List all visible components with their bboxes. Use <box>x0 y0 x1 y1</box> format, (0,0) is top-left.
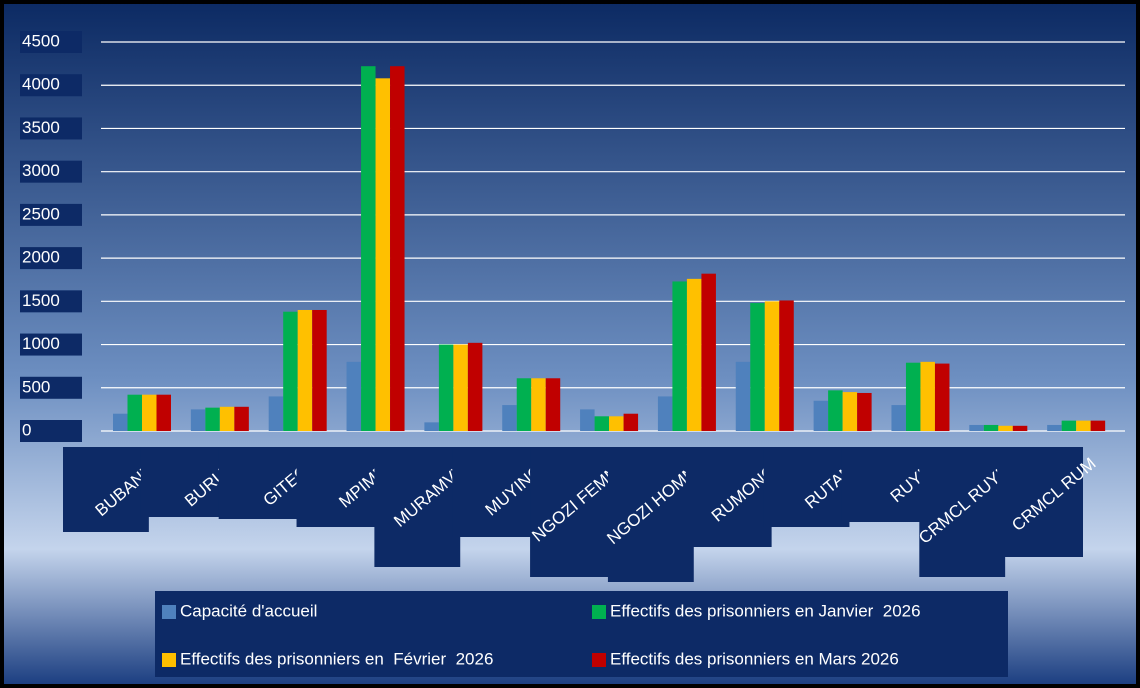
bar <box>779 300 794 431</box>
bar <box>142 394 157 431</box>
bar <box>623 413 639 431</box>
legend-box <box>155 591 1008 677</box>
bar <box>934 363 950 431</box>
bar <box>1047 424 1062 431</box>
bar <box>969 424 984 431</box>
y-tick-box <box>20 203 82 226</box>
y-tick-label: 0 <box>22 420 31 439</box>
y-tick-label: 2500 <box>22 204 60 223</box>
bar <box>998 425 1013 431</box>
bar <box>438 344 454 431</box>
bar <box>312 309 327 431</box>
bar <box>453 344 468 431</box>
bar <box>127 394 142 431</box>
y-tick-box <box>20 31 82 53</box>
legend-swatch <box>592 653 606 667</box>
bar <box>580 409 595 431</box>
x-label-box <box>530 447 616 577</box>
y-tick-box <box>20 290 82 313</box>
bar <box>268 396 284 431</box>
y-tick-label: 500 <box>22 377 50 396</box>
x-label-box <box>296 447 383 527</box>
legend-swatch <box>162 605 176 619</box>
bar <box>346 361 362 431</box>
bar <box>1061 420 1077 431</box>
bar <box>686 278 702 431</box>
bar <box>531 378 546 431</box>
legend-label: Capacité d'accueil <box>180 601 317 620</box>
bar <box>701 273 716 431</box>
y-tick-box <box>20 117 82 140</box>
bar <box>283 311 298 431</box>
y-tick-box <box>20 247 82 270</box>
y-tick-label: 4000 <box>22 75 60 94</box>
bar <box>750 303 765 431</box>
bar <box>502 405 517 431</box>
bar <box>375 78 391 431</box>
x-label-box <box>63 447 149 532</box>
x-label-box <box>140 447 227 517</box>
bar <box>361 66 376 432</box>
y-tick-box <box>20 160 82 183</box>
y-tick-label: 3000 <box>22 161 60 180</box>
bar <box>905 362 921 431</box>
bar <box>920 361 935 431</box>
legend-swatch <box>592 605 606 619</box>
y-tick-label: 4500 <box>22 31 60 50</box>
y-tick-box <box>20 376 82 399</box>
bar <box>594 416 610 431</box>
bar <box>891 405 906 431</box>
y-tick-label: 1500 <box>22 291 60 310</box>
bar <box>390 66 405 432</box>
bar <box>983 424 999 431</box>
bar <box>657 396 673 431</box>
x-label-box <box>607 447 694 582</box>
y-tick-box <box>20 74 82 97</box>
bar <box>424 422 439 431</box>
bar <box>190 409 206 431</box>
bar <box>672 281 687 431</box>
bar <box>828 390 843 431</box>
bar <box>234 406 249 431</box>
y-tick-label: 3500 <box>22 118 60 137</box>
bar <box>813 400 829 431</box>
bar <box>735 361 751 431</box>
bar <box>1012 425 1028 431</box>
bar <box>545 378 561 431</box>
x-label-box <box>452 447 539 537</box>
y-tick-label: 1000 <box>22 334 60 353</box>
bar <box>467 342 483 431</box>
bar <box>205 407 220 431</box>
x-label-box <box>763 447 850 527</box>
legend-label: Effectifs des prisonniers en Février 202… <box>180 649 493 668</box>
x-label-box <box>374 447 461 567</box>
bar <box>156 394 171 431</box>
bar <box>516 378 532 431</box>
bar <box>1090 420 1106 431</box>
y-tick-box <box>20 333 82 356</box>
y-tick-label: 2000 <box>22 248 60 267</box>
legend-label: Effectifs des prisonniers en Janvier 202… <box>610 601 921 620</box>
x-label-box <box>841 447 928 522</box>
x-label-box <box>919 447 1006 577</box>
bar <box>609 416 624 431</box>
bar <box>113 413 128 431</box>
bar <box>219 406 235 431</box>
bar <box>857 392 872 431</box>
y-tick-box <box>20 420 82 442</box>
bar <box>842 392 858 431</box>
x-label-box <box>685 447 772 547</box>
x-label-box <box>997 447 1083 557</box>
bar <box>297 309 313 431</box>
legend-swatch <box>162 653 176 667</box>
legend-label: Effectifs des prisonniers en Mars 2026 <box>610 649 899 668</box>
x-label-box <box>218 447 305 519</box>
bar <box>1076 420 1091 431</box>
bar <box>764 301 780 431</box>
